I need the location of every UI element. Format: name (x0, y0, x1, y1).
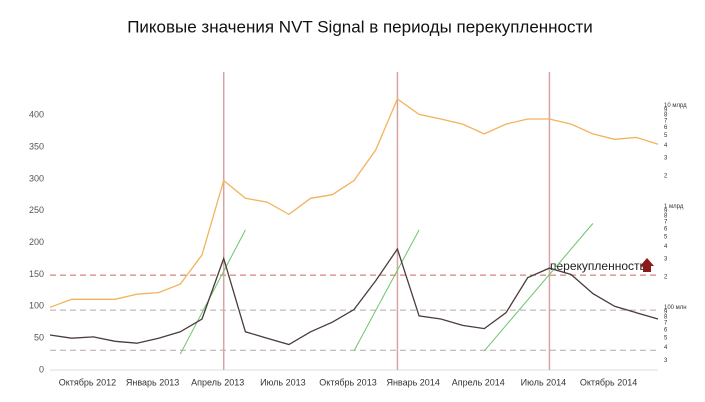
y-tick-label: 0 (39, 364, 44, 374)
x-tick-label: Июль 2013 (260, 377, 305, 387)
x-tick-label: Январь 2013 (126, 377, 179, 387)
y-tick-label: 50 (34, 333, 44, 343)
y2-tick-label: 7 (664, 219, 668, 225)
y2-tick-label: 5 (664, 234, 668, 240)
x-tick-label: Апрель 2014 (452, 377, 505, 387)
annotation-arrow (640, 258, 654, 272)
y2-tick-label: 7 (664, 118, 668, 124)
y2-tick-label: 100 млн (664, 305, 687, 311)
x-tick-label: Октябрь 2013 (319, 377, 376, 387)
y2-tick-label: 4 (664, 143, 668, 149)
y2-tick-label: 1 млрд (664, 204, 684, 210)
y-tick-label: 300 (29, 173, 44, 183)
annotation: перекупленность (550, 259, 646, 273)
y2-tick-label: 3 (664, 156, 668, 162)
trend-line (483, 223, 594, 352)
x-tick-label: Январь 2014 (386, 377, 439, 387)
y-tick-label: 400 (29, 110, 44, 120)
y-tick-label: 200 (29, 237, 44, 247)
y-tick-label: 100 (29, 301, 44, 311)
chart-title: Пиковые значения NVT Signal в периоды пе… (127, 17, 593, 36)
x-tick-label: Октябрь 2014 (580, 377, 637, 387)
trend-line (353, 229, 420, 352)
series-line (49, 247, 659, 346)
y2-tick-label: 8 (664, 113, 668, 119)
y-tick-label: 350 (29, 141, 44, 151)
y2-tick-label: 6 (664, 327, 668, 333)
y2-tick-label: 6 (664, 125, 668, 131)
x-tick-label: Апрель 2013 (191, 377, 244, 387)
y2-tick-label: 8 (664, 214, 668, 220)
y2-tick-label: 10 млрд (664, 103, 687, 109)
y2-tick-label: 4 (664, 345, 668, 351)
y2-tick-label: 5 (664, 133, 668, 139)
y2-tick-label: 2 (664, 274, 668, 280)
y-tick-label: 250 (29, 205, 44, 215)
y2-tick-label: 9 (664, 310, 668, 316)
y2-tick-label: 7 (664, 321, 668, 327)
y2-tick-label: 9 (664, 208, 668, 214)
trend-line (179, 229, 246, 355)
y-tick-label: 150 (29, 269, 44, 279)
x-tick-label: Октябрь 2012 (59, 377, 116, 387)
y2-tick-label: 2 (664, 173, 668, 179)
y2-tick-label: 6 (664, 226, 668, 232)
y2-tick-label: 3 (664, 257, 668, 263)
y2-tick-label: 8 (664, 315, 668, 321)
y2-tick-label: 9 (664, 107, 668, 113)
y2-tick-label: 3 (664, 358, 668, 364)
x-tick-label: Июль 2014 (521, 377, 566, 387)
y2-tick-label: 4 (664, 244, 668, 250)
series-line (49, 98, 659, 308)
y2-tick-label: 5 (664, 335, 668, 341)
